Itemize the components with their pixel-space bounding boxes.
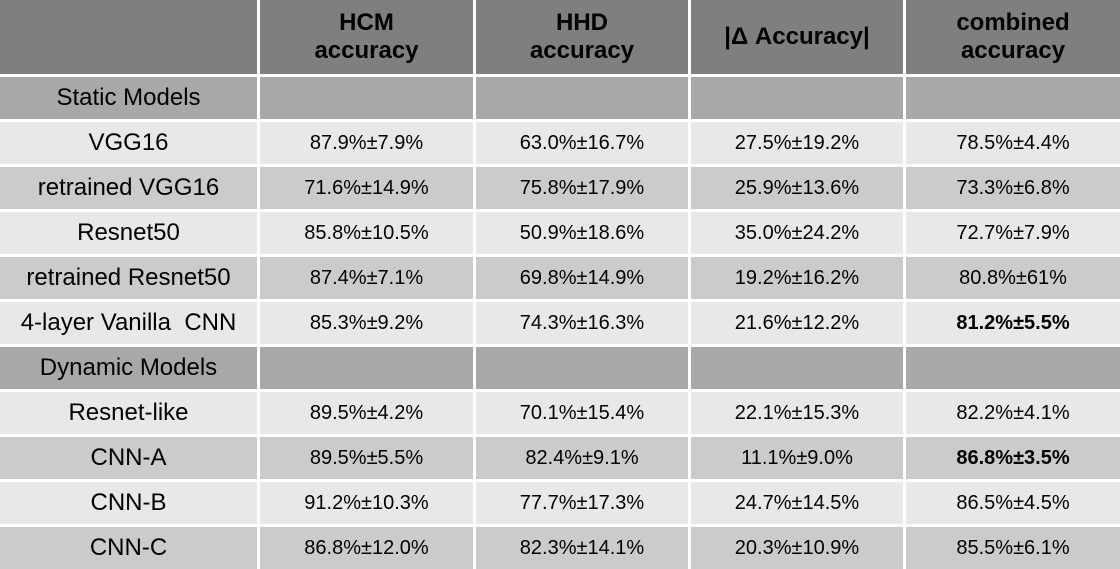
section-row-label: Dynamic Models xyxy=(0,347,257,389)
data-cell: 80.8%±61% xyxy=(906,257,1120,299)
data-cell xyxy=(906,347,1120,389)
row-label: retrained Resnet50 xyxy=(0,257,257,299)
section-row-label: Static Models xyxy=(0,77,257,119)
data-cell: 78.5%±4.4% xyxy=(906,122,1120,164)
data-cell: 89.5%±4.2% xyxy=(260,392,473,434)
data-cell: 82.4%±9.1% xyxy=(476,437,688,479)
data-cell: 71.6%±14.9% xyxy=(260,167,473,209)
header-cell-delta-accuracy: |Δ Accuracy| xyxy=(691,0,903,74)
data-cell-best: 81.2%±5.5% xyxy=(906,302,1120,344)
data-cell xyxy=(260,347,473,389)
data-cell: 86.8%±12.0% xyxy=(260,527,473,569)
data-cell: 27.5%±19.2% xyxy=(691,122,903,164)
row-label: CNN-C xyxy=(0,527,257,569)
data-cell xyxy=(476,77,688,119)
header-cell-empty xyxy=(0,0,257,74)
data-cell: 69.8%±14.9% xyxy=(476,257,688,299)
data-cell: 91.2%±10.3% xyxy=(260,482,473,524)
data-cell: 82.2%±4.1% xyxy=(906,392,1120,434)
row-label: CNN-B xyxy=(0,482,257,524)
header-cell-hcm-accuracy: HCM accuracy xyxy=(260,0,473,74)
data-cell: 11.1%±9.0% xyxy=(691,437,903,479)
row-label: CNN-A xyxy=(0,437,257,479)
data-cell: 85.5%±6.1% xyxy=(906,527,1120,569)
data-cell xyxy=(260,77,473,119)
data-cell: 20.3%±10.9% xyxy=(691,527,903,569)
data-cell: 74.3%±16.3% xyxy=(476,302,688,344)
data-cell: 82.3%±14.1% xyxy=(476,527,688,569)
data-cell: 72.7%±7.9% xyxy=(906,212,1120,254)
data-cell: 22.1%±15.3% xyxy=(691,392,903,434)
row-label: VGG16 xyxy=(0,122,257,164)
data-cell: 87.9%±7.9% xyxy=(260,122,473,164)
data-cell: 21.6%±12.2% xyxy=(691,302,903,344)
data-cell: 87.4%±7.1% xyxy=(260,257,473,299)
data-cell: 63.0%±16.7% xyxy=(476,122,688,164)
row-label: Resnet-like xyxy=(0,392,257,434)
data-cell xyxy=(906,77,1120,119)
row-label: Resnet50 xyxy=(0,212,257,254)
data-cell: 75.8%±17.9% xyxy=(476,167,688,209)
data-cell xyxy=(691,77,903,119)
header-cell-combined-accuracy: combined accuracy xyxy=(906,0,1120,74)
data-cell: 85.8%±10.5% xyxy=(260,212,473,254)
data-cell: 85.3%±9.2% xyxy=(260,302,473,344)
data-cell: 89.5%±5.5% xyxy=(260,437,473,479)
data-cell: 86.5%±4.5% xyxy=(906,482,1120,524)
data-cell: 77.7%±17.3% xyxy=(476,482,688,524)
data-cell: 24.7%±14.5% xyxy=(691,482,903,524)
data-cell: 73.3%±6.8% xyxy=(906,167,1120,209)
data-cell-best: 86.8%±3.5% xyxy=(906,437,1120,479)
data-cell: 70.1%±15.4% xyxy=(476,392,688,434)
data-cell: 25.9%±13.6% xyxy=(691,167,903,209)
data-cell xyxy=(476,347,688,389)
row-label: 4-layer Vanilla CNN xyxy=(0,302,257,344)
data-cell: 19.2%±16.2% xyxy=(691,257,903,299)
header-cell-hhd-accuracy: HHD accuracy xyxy=(476,0,688,74)
data-cell: 50.9%±18.6% xyxy=(476,212,688,254)
data-cell: 35.0%±24.2% xyxy=(691,212,903,254)
data-cell xyxy=(691,347,903,389)
row-label: retrained VGG16 xyxy=(0,167,257,209)
